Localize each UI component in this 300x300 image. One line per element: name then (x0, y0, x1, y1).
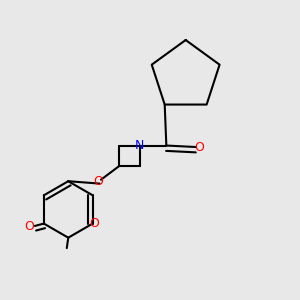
Text: O: O (93, 175, 103, 188)
Text: O: O (195, 140, 205, 154)
Text: O: O (24, 220, 34, 233)
Text: O: O (89, 217, 99, 230)
Text: N: N (135, 139, 144, 152)
